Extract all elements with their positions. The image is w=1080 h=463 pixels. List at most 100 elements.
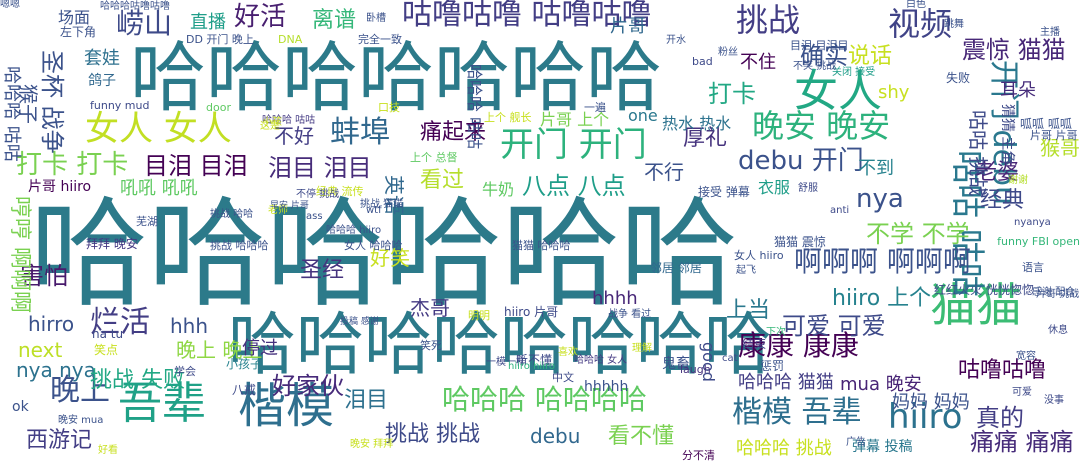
cloud-word: 谢谢 — [1008, 175, 1028, 186]
cloud-word: door — [206, 101, 231, 114]
cloud-word: 关闭 接受 — [832, 67, 876, 78]
cloud-word: 学会 — [174, 365, 196, 378]
cloud-word: hiiro 片哥 — [504, 305, 559, 319]
cloud-word: 经典 流传 — [316, 185, 364, 198]
cloud-word: 嗯嗯 — [0, 0, 20, 10]
cloud-word: 哈哈哈咕噜咕噜 — [100, 1, 170, 12]
cloud-word: hhhh — [592, 288, 638, 309]
cloud-word: 咕咕 挑战 — [966, 110, 990, 197]
cloud-word: 语言 — [1022, 261, 1044, 274]
cloud-word: 上个 舰长 — [484, 111, 532, 124]
cloud-word: hirro — [28, 312, 75, 336]
cloud-word: 说话 — [848, 44, 893, 69]
cloud-word: 晚安 mua — [58, 415, 104, 426]
cloud-word: 接受 弹幕 — [698, 185, 750, 199]
cloud-word: nyanya — [1014, 217, 1051, 228]
cloud-word: 不笑 挑战 — [793, 61, 837, 72]
cloud-word: 楷模 吾辈 — [732, 395, 862, 430]
cloud-word: 主播 — [1040, 27, 1060, 38]
cloud-word: 好活 — [234, 2, 287, 32]
cloud-word: nya — [856, 184, 904, 214]
cloud-word: 看过 — [420, 168, 465, 193]
cloud-word: 烂活 — [90, 305, 150, 340]
cloud-word: 失败 — [946, 71, 971, 85]
cloud-word: 口技 — [378, 101, 400, 114]
cloud-word: 目泪 目泪目 — [790, 39, 849, 52]
cloud-word: 痛痛 痛痛 — [970, 428, 1074, 456]
cloud-word: 停过 — [242, 338, 278, 359]
cloud-word: 一遍 — [584, 101, 606, 114]
cloud-word: 害怕 — [20, 262, 68, 290]
cloud-word: 哈哈哈 hiiro — [326, 225, 382, 236]
cloud-word: 卧槽 — [366, 13, 386, 24]
cloud-word: 不学 不学 — [866, 220, 970, 248]
cloud-word: ass — [306, 211, 323, 222]
cloud-word: DD 开门 晚上 — [186, 33, 254, 46]
cloud-word: debu 开门 — [738, 146, 864, 176]
cloud-word: 圣杯 战争 — [38, 50, 66, 154]
cloud-word: 老师 — [268, 205, 288, 216]
cloud-word: 不住 — [740, 52, 776, 73]
cloud-word: hiiro hiiro — [508, 361, 555, 372]
cloud-word: 杰哥 — [410, 296, 450, 320]
cloud-word: 结束 — [742, 337, 767, 351]
cloud-word: 晚上 晚上 — [176, 338, 263, 362]
cloud-word: 战争 看过 — [608, 309, 652, 320]
cloud-word: na tu — [92, 327, 124, 341]
cloud-word: 邻居 邻居 — [650, 261, 702, 275]
cloud-word: 小孩子 — [226, 357, 263, 371]
cloud-word: 广告 — [846, 437, 866, 448]
cloud-word: shy — [878, 82, 910, 103]
cloud-word: 女人 女人 — [85, 109, 232, 149]
cloud-word: 哈哈哈 挑战 — [736, 438, 832, 459]
cloud-word: 西游记 — [26, 428, 93, 453]
cloud-word: 楷模 — [238, 378, 335, 434]
cloud-word: 哈哈哈 猫猫 — [738, 372, 834, 393]
cloud-word: hiiro 上个 — [832, 286, 932, 311]
cloud-word: 没事 — [1044, 395, 1064, 406]
cloud-word: 不停 挑战 — [296, 189, 340, 200]
cloud-word: 挑战 — [736, 1, 801, 39]
cloud-word: 舒服 — [798, 183, 818, 194]
cloud-word: wtf — [366, 205, 382, 216]
cloud-word: debu — [530, 424, 581, 448]
cloud-word: 咕噜咕噜 — [958, 358, 1047, 383]
cloud-word: 打卡 打卡 — [16, 150, 129, 180]
cloud-word: one — [628, 106, 658, 125]
cloud-word: 哈哈哈 咕咕 — [262, 115, 316, 126]
cloud-word: 挑战 挑战 — [385, 422, 480, 447]
cloud-word: 中文 — [552, 371, 574, 384]
cloud-word: 好家伙 — [272, 372, 344, 400]
cloud-word: 直播 — [190, 12, 226, 33]
cloud-word: 确实 — [800, 42, 848, 70]
cloud-word: hhhhh — [584, 379, 629, 395]
cloud-word: 热水 热水 — [662, 114, 732, 133]
cloud-word: 小孩 — [262, 117, 282, 128]
cloud-word: 离谱 — [312, 8, 357, 33]
cloud-word: 吾辈 — [118, 378, 206, 429]
cloud-word: 上当 — [726, 298, 771, 323]
cloud-word: 痛起来 — [420, 120, 487, 145]
cloud-word: 女人 — [794, 66, 882, 117]
cloud-word: 下次 — [766, 327, 786, 338]
cloud-word: 片哥 — [610, 16, 646, 37]
cloud-word: 粉丝 — [718, 47, 738, 58]
cloud-word: 这是 — [260, 121, 280, 132]
cloud-word: 可爱 — [1012, 387, 1032, 398]
cloud-word: 上个 总督 — [410, 151, 458, 164]
cloud-word: 哈哈哈哈哈哈 — [30, 185, 739, 323]
cloud-word: 分不清 — [682, 449, 715, 462]
cloud-word: 厚礼 — [683, 126, 728, 151]
cloud-word: 哈哈哈 女人 — [574, 355, 628, 366]
cloud-word: DNA — [278, 33, 303, 46]
cloud-word: 明明 — [468, 309, 490, 322]
cloud-word: 弹幕 投稿 — [852, 439, 913, 455]
cloud-word: 老婆 — [975, 160, 1020, 185]
cloud-word: 猫猫 — [930, 278, 1022, 332]
cloud-word: mua 晚安 — [840, 374, 922, 395]
cloud-word: 片哥 挑战 — [1036, 289, 1080, 300]
cloud-word: 女人 hiiro — [734, 249, 784, 262]
cloud-word: 目泪 目泪 — [144, 152, 248, 180]
cloud-word: 哈哈哈哈哈哈哈 — [130, 33, 662, 122]
cloud-word: 白色 — [906, 0, 926, 10]
